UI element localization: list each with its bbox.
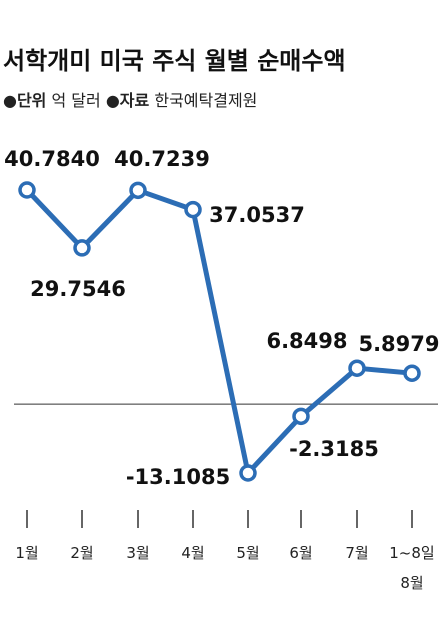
unit: 억 달러 (52, 91, 101, 110)
data-label: 29.7546 (30, 277, 126, 301)
data-label: -2.3185 (289, 437, 379, 461)
data-label: -13.1085 (126, 465, 230, 489)
data-label: 5.8979 (358, 332, 439, 356)
x-tick-label: 3월 (126, 544, 150, 562)
x-tick-label: 7월 (345, 544, 369, 562)
data-label: 40.7239 (114, 147, 210, 171)
marker (403, 364, 421, 382)
data-label: 37.0537 (209, 203, 305, 227)
unit-label: ●단위 (3, 91, 46, 110)
marker (184, 200, 202, 219)
source-label: ●자료 (106, 91, 150, 110)
x-tick-label: 4월 (181, 544, 205, 562)
chart-title: 서학개미 미국 주식 월별 순매수액 (3, 47, 346, 75)
source: 한국예탁결제원 (154, 91, 257, 110)
x-tick-label: 1~8일 8월 (389, 544, 435, 592)
subtitle: ●단위 억 달러 ●자료 한국예탁결제원 (3, 91, 257, 110)
line (25, 187, 413, 476)
x-tick-label: 6월 (289, 544, 313, 562)
x-tick-label: 5월 (236, 544, 260, 562)
marker (73, 239, 91, 257)
data-label: 40.7840 (4, 147, 100, 171)
data-label: 6.8498 (266, 329, 347, 353)
marker (129, 181, 147, 200)
marker (18, 181, 36, 199)
x-tick-label: 2월 (70, 544, 94, 562)
marker (348, 359, 366, 377)
x-tick-label: 1월 (15, 544, 39, 562)
marker (239, 464, 257, 482)
marker (292, 407, 310, 426)
